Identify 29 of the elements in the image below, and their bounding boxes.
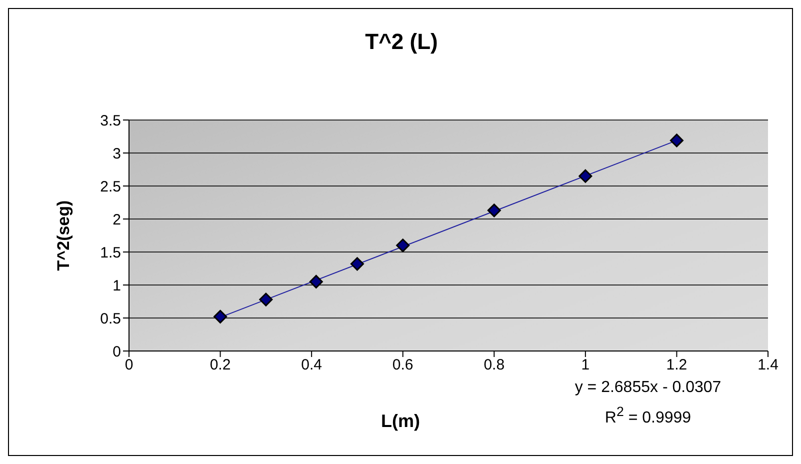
text: R$^{2}$ = 0.9999: [604, 404, 692, 428]
y-tick-label: 1.5: [100, 244, 121, 262]
y-tick-label: 3.5: [100, 112, 121, 130]
point: [578, 169, 592, 183]
text: y = 2.6855x - 0.0307: [574, 379, 722, 397]
y-tick-label: 3: [112, 145, 121, 162]
point: [259, 292, 273, 306]
y-tick-label: 2.5: [100, 178, 121, 196]
x-tick-label: 1.2: [666, 356, 688, 374]
y-axis-title: T^2(seg): [54, 200, 74, 271]
x-tick-label: 0.8: [484, 356, 505, 374]
y-tick-label: 0: [112, 343, 121, 360]
point: [309, 274, 323, 288]
chart-title: T^2 (L): [364, 29, 439, 55]
y-tick-label: 1: [112, 277, 121, 294]
x-axis-title: L(m): [381, 411, 420, 432]
x-tick-label: 0.2: [210, 356, 231, 374]
x-tick-label: 0.4: [301, 356, 322, 374]
point: [396, 238, 410, 252]
x-tick-label: 0.6: [392, 356, 414, 374]
x-tick-label: 1.4: [758, 356, 778, 374]
y-tick-label: 0.5: [100, 310, 121, 328]
x-tick-label: 0: [124, 356, 134, 374]
point: [670, 134, 684, 148]
point: [350, 257, 364, 271]
x-tick-label: 1: [581, 356, 590, 374]
point: [214, 310, 228, 324]
point: [487, 204, 501, 218]
y-tick-label: 2: [112, 211, 121, 228]
